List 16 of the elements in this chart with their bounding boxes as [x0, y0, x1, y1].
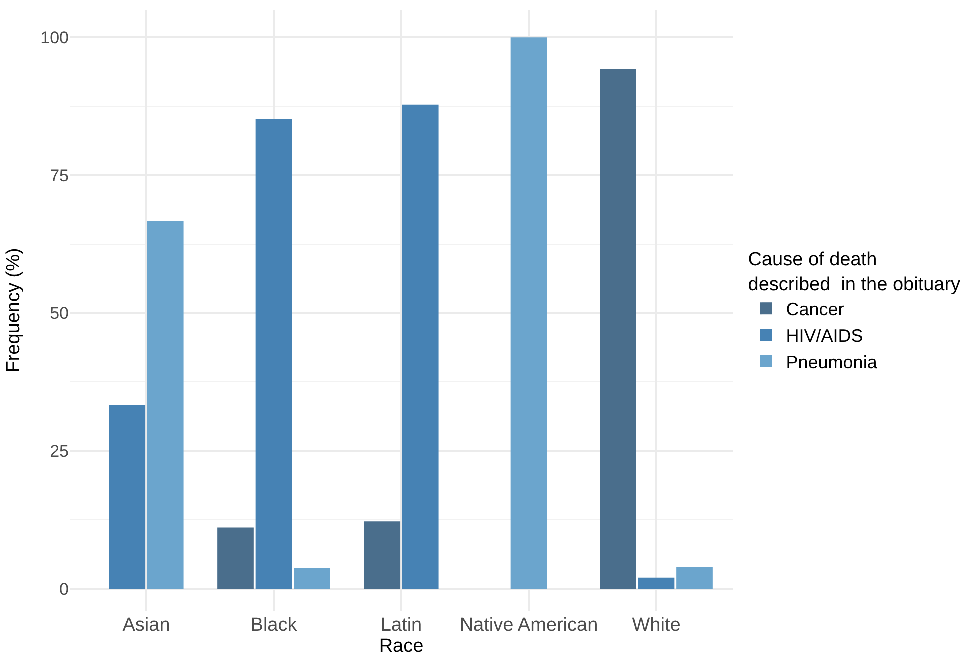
x-tick-label: Asian — [122, 615, 170, 636]
x-axis-title: Race — [379, 636, 424, 657]
y-tick-label: 100 — [40, 28, 69, 48]
y-tick-label: 50 — [50, 304, 69, 324]
legend-label: Pneumonia — [786, 352, 878, 372]
legend-label: Cancer — [786, 300, 844, 320]
x-tick-label: Latin — [380, 615, 422, 636]
x-tick-label: White — [632, 615, 681, 636]
legend-title: Cause of death described in the obituary — [748, 250, 962, 296]
y-axis-title: Frequency (%) — [3, 248, 24, 373]
x-tick-label: Black — [250, 615, 298, 636]
x-tick-label: Native American — [460, 615, 598, 636]
y-tick-label: 75 — [50, 166, 69, 186]
y-tick-label: 25 — [50, 442, 69, 462]
legend-label: HIV/AIDS — [786, 326, 864, 346]
y-tick-label: 0 — [60, 580, 69, 599]
